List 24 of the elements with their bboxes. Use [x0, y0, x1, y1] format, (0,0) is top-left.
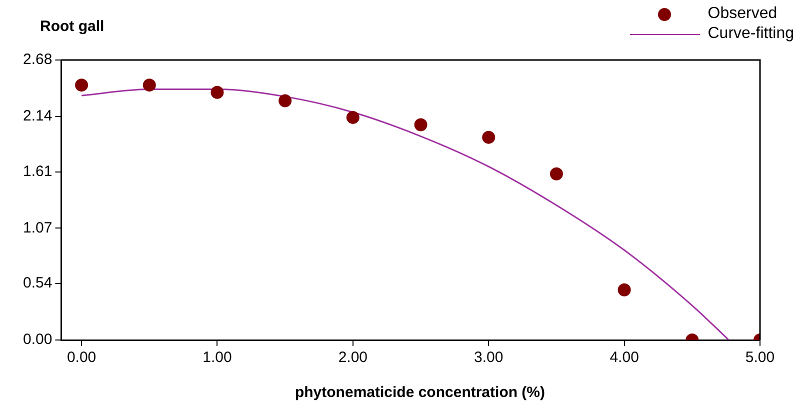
point [278, 94, 292, 108]
point [75, 78, 88, 92]
x-tick-label: 4.00 [610, 349, 639, 366]
point [414, 118, 428, 132]
point [210, 86, 224, 99]
point [142, 78, 156, 92]
legend-label: Curve-fitting [708, 25, 794, 43]
x-tick-label: 5.00 [745, 349, 775, 366]
y-axis-title: Root gall [40, 18, 104, 35]
y-tick-label: 0.54 [22, 274, 52, 292]
y-tick-label: 2.14 [22, 108, 52, 125]
point [346, 110, 360, 124]
x-tick-label: 2.00 [338, 349, 368, 366]
point [482, 130, 496, 144]
y-tick-label: 2.68 [22, 51, 52, 68]
x-tick-label: 1.00 [202, 349, 232, 366]
y-tick-label: 1.61 [22, 162, 52, 180]
x-tick-label: 0.00 [66, 349, 96, 366]
y-tick-label: 0.00 [22, 331, 52, 348]
x-axis-title: phytonematicide concentration (%) [294, 384, 546, 401]
y-tick-label: 1.07 [22, 219, 52, 236]
legend-label: Observed [708, 5, 778, 23]
point [550, 167, 563, 180]
x-tick-label: 3.00 [474, 349, 504, 366]
